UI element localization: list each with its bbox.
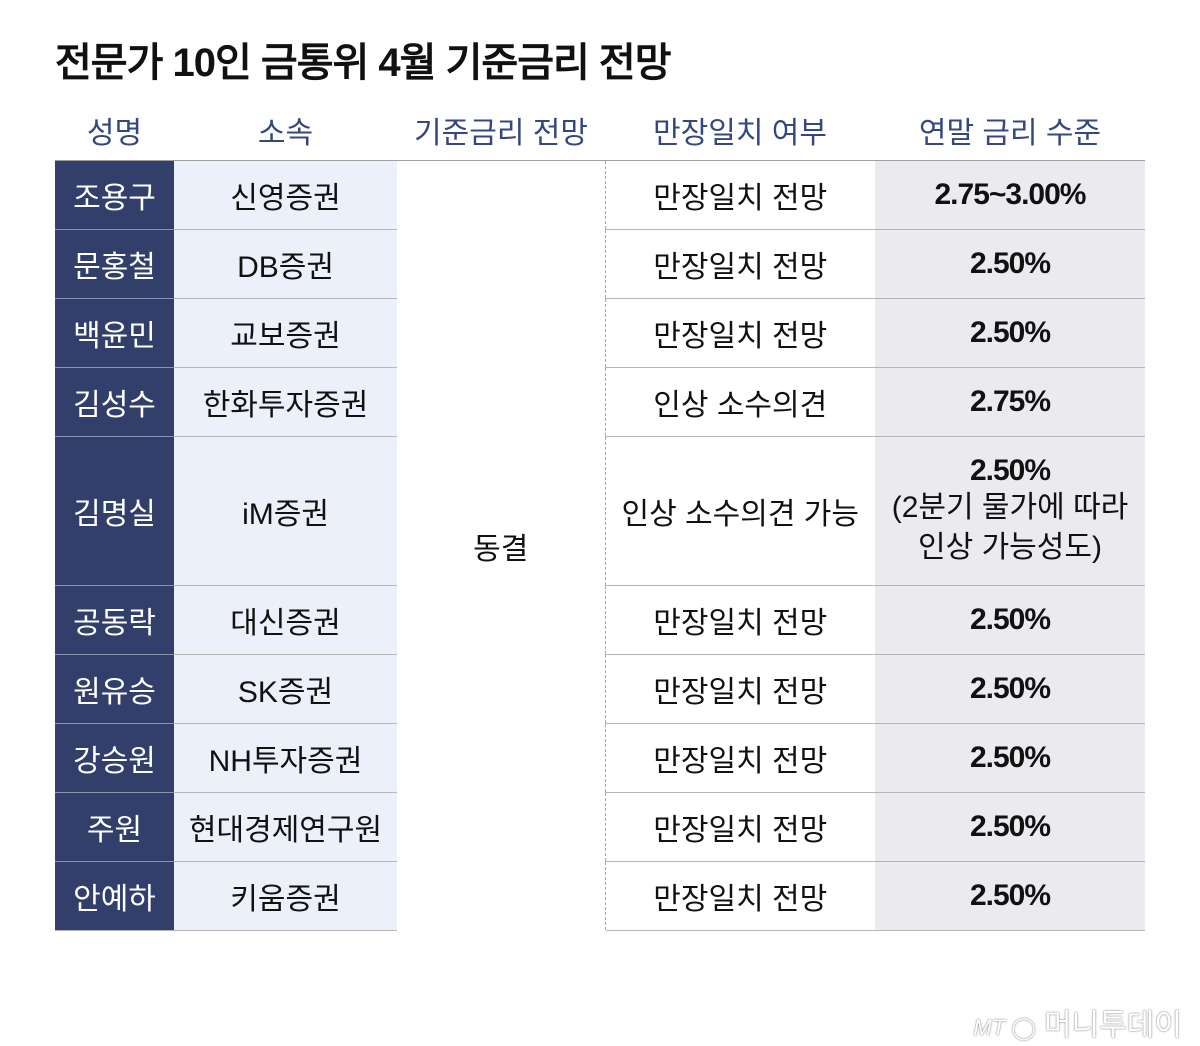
cell-org: iM증권	[174, 436, 397, 586]
cell-outlook: 동결	[397, 160, 606, 931]
logo-mark: MT ◯	[973, 1015, 1037, 1040]
cell-name: 강승원	[55, 723, 174, 793]
table-row: 백윤민 교보증권 만장일치 전망 2.50%	[55, 298, 1145, 368]
cell-consensus: 만장일치 전망	[605, 585, 875, 655]
cell-org: 키움증권	[174, 861, 397, 931]
header-consensus: 만장일치 여부	[653, 117, 827, 150]
cell-rate: 2.50%	[875, 229, 1145, 299]
cell-org: 교보증권	[174, 298, 397, 368]
cell-org: NH투자증권	[174, 723, 397, 793]
cell-name: 조용구	[55, 160, 174, 230]
cell-consensus: 만장일치 전망	[605, 229, 875, 299]
cell-rate: 2.50%	[875, 585, 1145, 655]
cell-consensus: 인상 소수의견 가능	[605, 436, 875, 586]
cell-rate: 2.50%	[875, 298, 1145, 368]
cell-org: 한화투자증권	[174, 367, 397, 437]
header-org: 소속	[257, 117, 314, 150]
cell-org: 대신증권	[174, 585, 397, 655]
cell-org: DB증권	[174, 229, 397, 299]
cell-name: 김성수	[55, 367, 174, 437]
cell-rate: 2.50%	[875, 792, 1145, 862]
table-row: 김명실 iM증권 인상 소수의견 가능 2.50% (2분기 물가에 따라 인상 가능…	[55, 436, 1145, 586]
cell-name: 공동락	[55, 585, 174, 655]
cell-name: 원유승	[55, 654, 174, 724]
cell-consensus: 만장일치 전망	[605, 160, 875, 230]
cell-rate: 2.50% (2분기 물가에 따라 인상 가능성도)	[875, 436, 1145, 586]
table-row: 원유승 SK증권 만장일치 전망 2.50%	[55, 654, 1145, 724]
table-row: 조용구 신영증권 동결 만장일치 전망 2.75~3.00%	[55, 160, 1145, 931]
cell-name: 주원	[55, 792, 174, 862]
header-outlook: 기준금리 전망	[414, 117, 588, 150]
cell-consensus: 만장일치 전망	[605, 654, 875, 724]
cell-rate: 2.75~3.00%	[875, 160, 1145, 230]
table-header: 성명 소속 기준금리 전망 만장일치 여부 연말 금리 수준	[55, 100, 1145, 161]
cell-consensus: 만장일치 전망	[605, 298, 875, 368]
cell-org: 신영증권	[174, 160, 397, 230]
cell-org: SK증권	[174, 654, 397, 724]
page-title: 전문가 10인 금통위 4월 기준금리 전망	[55, 41, 672, 85]
rate-note: (2분기 물가에 따라 인상 가능성도)	[891, 491, 1129, 564]
table-row: 강승원 NH투자증권 만장일치 전망 2.50%	[55, 723, 1145, 793]
rate-value: 2.50%	[969, 454, 1051, 487]
table-row: 김성수 한화투자증권 인상 소수의견 2.75%	[55, 367, 1145, 437]
cell-name: 백윤민	[55, 298, 174, 368]
cell-rate: 2.50%	[875, 654, 1145, 724]
cell-name: 안예하	[55, 861, 174, 931]
logo-text: 머니투데이	[1044, 1009, 1182, 1042]
header-name: 성명	[86, 117, 143, 150]
cell-rate: 2.50%	[875, 723, 1145, 793]
cell-name: 문홍철	[55, 229, 174, 299]
header-rate: 연말 금리 수준	[918, 117, 1102, 150]
cell-rate: 2.50%	[875, 861, 1145, 931]
logo: MT ◯ 머니투데이	[974, 1000, 1183, 1044]
table-row: 공동락 대신증권 만장일치 전망 2.50%	[55, 585, 1145, 655]
forecast-table: 성명 소속 기준금리 전망 만장일치 여부 연말 금리 수준 조용구 신영증권 동…	[55, 100, 1145, 931]
cell-rate: 2.75%	[875, 367, 1145, 437]
cell-consensus: 만장일치 전망	[605, 723, 875, 793]
table-row: 안예하 키움증권 만장일치 전망 2.50%	[55, 861, 1145, 931]
cell-consensus: 만장일치 전망	[605, 861, 875, 931]
table-row: 주원 현대경제연구원 만장일치 전망 2.50%	[55, 792, 1145, 862]
cell-consensus: 인상 소수의견	[605, 367, 875, 437]
cell-org: 현대경제연구원	[174, 792, 397, 862]
cell-consensus: 만장일치 전망	[605, 792, 875, 862]
table-row: 문홍철 DB증권 만장일치 전망 2.50%	[55, 229, 1145, 299]
cell-name: 김명실	[55, 436, 174, 586]
